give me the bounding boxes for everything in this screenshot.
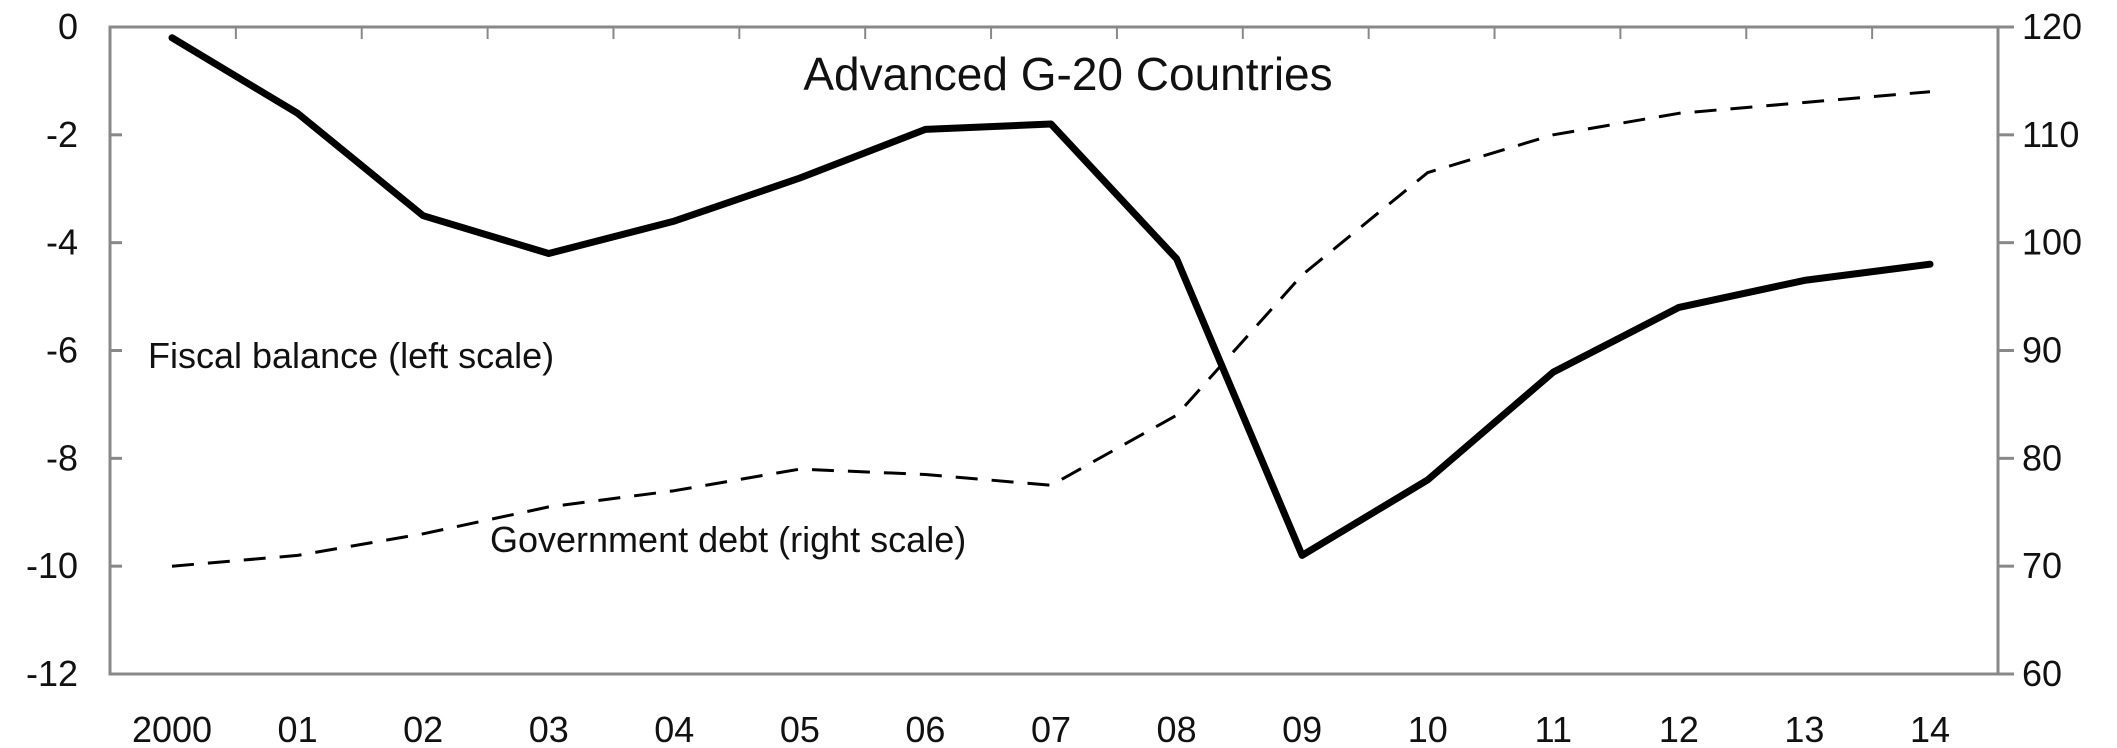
chart-title: Advanced G-20 Countries — [803, 48, 1332, 100]
x-tick-label: 09 — [1282, 709, 1322, 748]
right-tick-label: 80 — [2022, 437, 2062, 478]
fiscal-balance-label: Fiscal balance (left scale) — [148, 335, 554, 376]
right-axis-ticks: 120 110 100 90 80 70 60 — [1998, 6, 2082, 694]
x-tick-label: 10 — [1408, 709, 1448, 748]
x-tick-label: 02 — [403, 709, 443, 748]
x-tick-label: 2000 — [132, 709, 212, 748]
left-tick-label: -8 — [46, 437, 78, 478]
right-tick-label: 110 — [2022, 114, 2079, 155]
right-tick-label: 70 — [2022, 545, 2062, 586]
right-tick-label: 90 — [2022, 330, 2062, 371]
x-tick-label: 07 — [1031, 709, 1071, 748]
x-tick-label: 13 — [1784, 709, 1824, 748]
fiscal-balance-line — [168, 34, 1934, 559]
left-tick-label: -12 — [26, 653, 78, 694]
left-axis-ticks: 0 -2 -4 -6 -8 -10 -12 — [26, 6, 122, 694]
x-tick-label: 01 — [278, 709, 318, 748]
x-tick-label: 06 — [905, 709, 945, 748]
x-tick-label: 08 — [1157, 709, 1197, 748]
left-tick-label: -10 — [26, 545, 78, 586]
government-debt-label: Government debt (right scale) — [490, 519, 966, 560]
x-tick-label: 04 — [654, 709, 694, 748]
right-tick-label: 120 — [2022, 6, 2082, 47]
x-tick-label: 12 — [1659, 709, 1699, 748]
right-tick-label: 100 — [2022, 222, 2082, 263]
government-debt-line — [171, 90, 1931, 568]
left-tick-label: -4 — [46, 222, 78, 263]
right-tick-label: 60 — [2022, 653, 2062, 694]
left-tick-label: -6 — [46, 330, 78, 371]
x-tick-label: 11 — [1535, 709, 1572, 748]
plot-frame — [108, 25, 2000, 676]
left-tick-label: 0 — [58, 6, 78, 47]
x-tick-label: 03 — [529, 709, 569, 748]
x-tick-label: 14 — [1910, 709, 1950, 748]
series-layer — [168, 34, 1934, 568]
left-tick-label: -2 — [46, 114, 78, 155]
x-tick-label: 05 — [780, 709, 820, 748]
x-axis-ticks: 2000 01 02 03 04 05 06 07 08 09 10 11 12 13 14 — [109, 27, 1999, 748]
